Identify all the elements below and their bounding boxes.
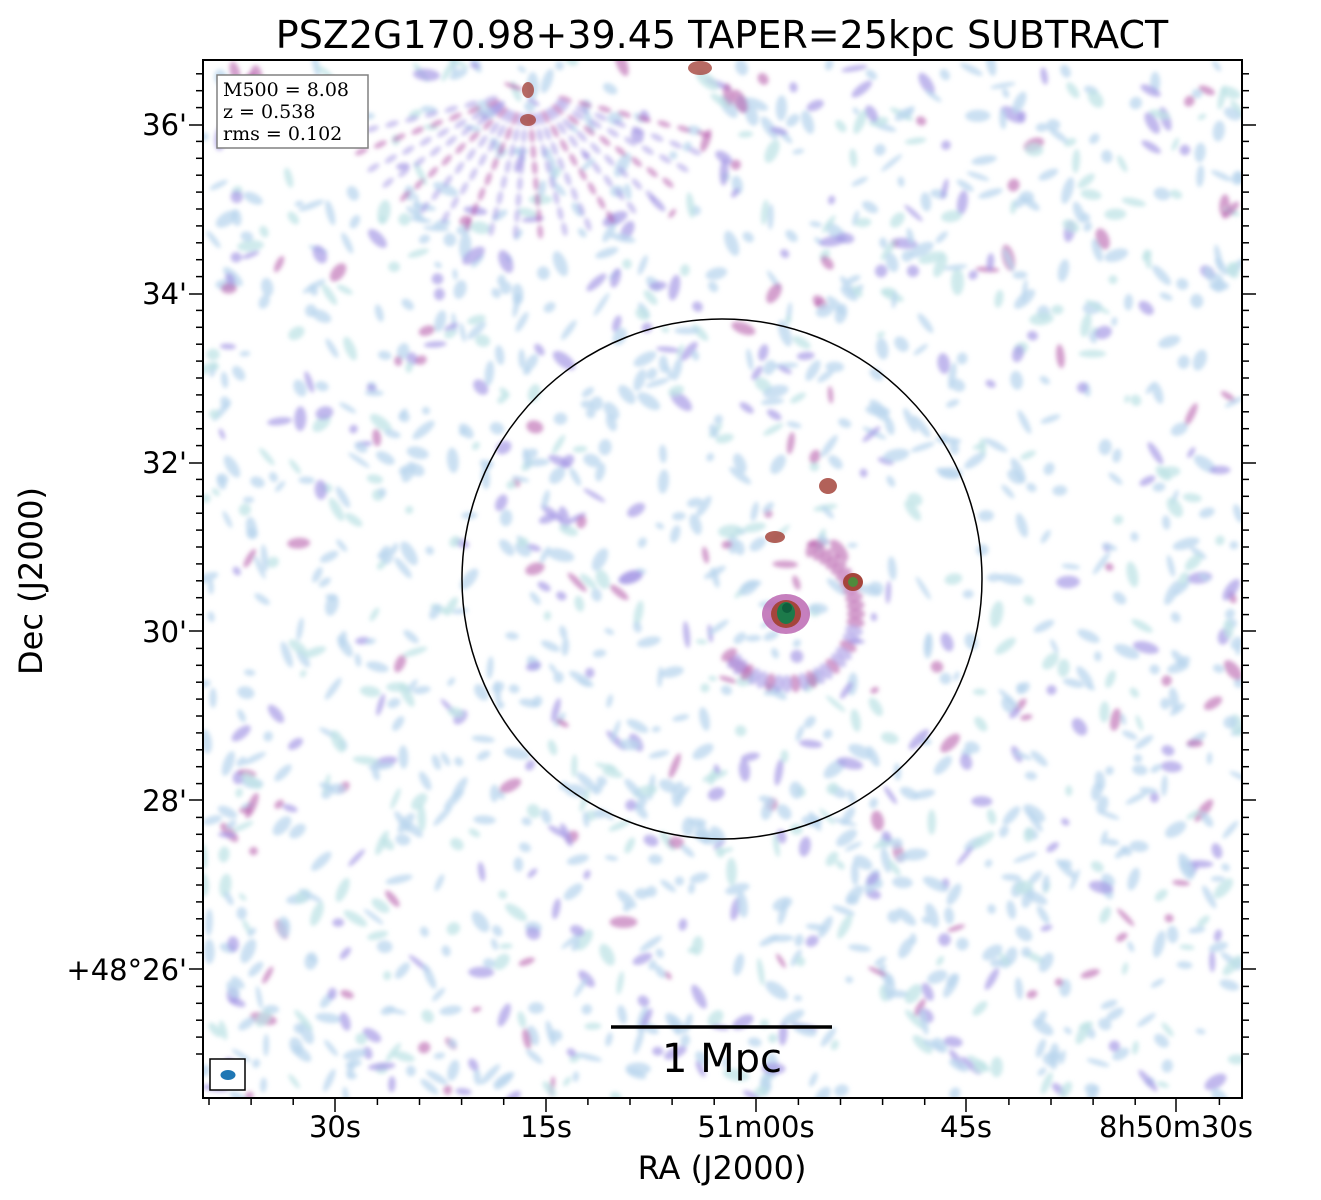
x-tick-labels: 30s 15s 51m00s 45s 8h50m30s (309, 1110, 1253, 1144)
axes-frame (202, 59, 1243, 1099)
radio-image (203, 60, 1242, 1098)
beam-indicator (209, 1058, 246, 1091)
scale-bar: 1 Mpc (611, 1025, 832, 1082)
y-tick-labels: 36' 34' 32' 30' 28' +48°26' (66, 108, 187, 987)
y-tick-label: 34' (142, 277, 187, 311)
scale-bar-label: 1 Mpc (662, 1036, 782, 1082)
y-tick-label: +48°26' (66, 953, 187, 987)
central-source (520, 61, 863, 634)
x-tick-label: 8h50m30s (1099, 1110, 1253, 1144)
beam-ellipse-icon (220, 1070, 236, 1080)
y-tick-label: 36' (142, 108, 187, 142)
y-axis-label: Dec (J2000) (12, 487, 50, 675)
info-rms: rms = 0.102 (223, 123, 342, 145)
x-tick-label: 51m00s (697, 1110, 814, 1144)
x-axis-label: RA (J2000) (638, 1149, 807, 1187)
plot-title: PSZ2G170.98+39.45 TAPER=25kpc SUBTRACT (276, 13, 1169, 57)
info-box: M500 = 8.08 z = 0.538 rms = 0.102 (216, 74, 369, 149)
r500-circle (461, 318, 983, 840)
y-tick-label: 28' (142, 784, 187, 818)
x-tick-label: 45s (940, 1110, 992, 1144)
tick-marks (189, 73, 1256, 1112)
x-tick-label: 15s (520, 1110, 572, 1144)
y-tick-label: 30' (142, 615, 187, 649)
x-tick-label: 30s (309, 1110, 361, 1144)
info-redshift: z = 0.538 (223, 101, 315, 123)
info-mass: M500 = 8.08 (223, 79, 349, 101)
y-tick-label: 32' (142, 446, 187, 480)
